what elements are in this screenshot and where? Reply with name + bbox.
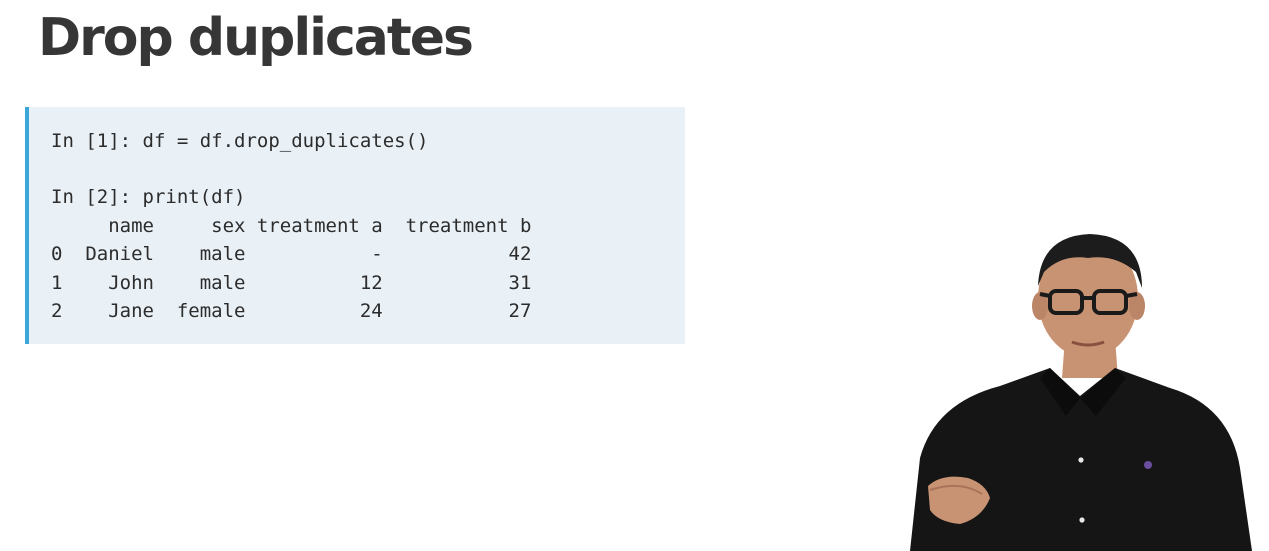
glasses-icon (1039, 289, 1138, 315)
presenter-video (910, 234, 1252, 551)
code-line-input-1: In [1]: df = df.drop_duplicates() (51, 130, 429, 152)
presenter-hair (1038, 234, 1142, 288)
slide-title: Drop duplicates (38, 8, 474, 68)
presenter-hand (928, 476, 990, 524)
presenter-collar (1040, 368, 1080, 416)
shirt-logo (1144, 461, 1152, 469)
dataframe-row: 1 John male 12 31 (51, 272, 532, 294)
code-line-input-2: In [2]: print(df) (51, 186, 246, 208)
dataframe-row: 2 Jane female 24 27 (51, 300, 532, 322)
dataframe-header-row: name sex treatment a treatment b (51, 215, 532, 237)
code-block: In [1]: df = df.drop_duplicates() In [2]… (25, 107, 685, 344)
dataframe-row: 0 Daniel male - 42 (51, 243, 532, 265)
